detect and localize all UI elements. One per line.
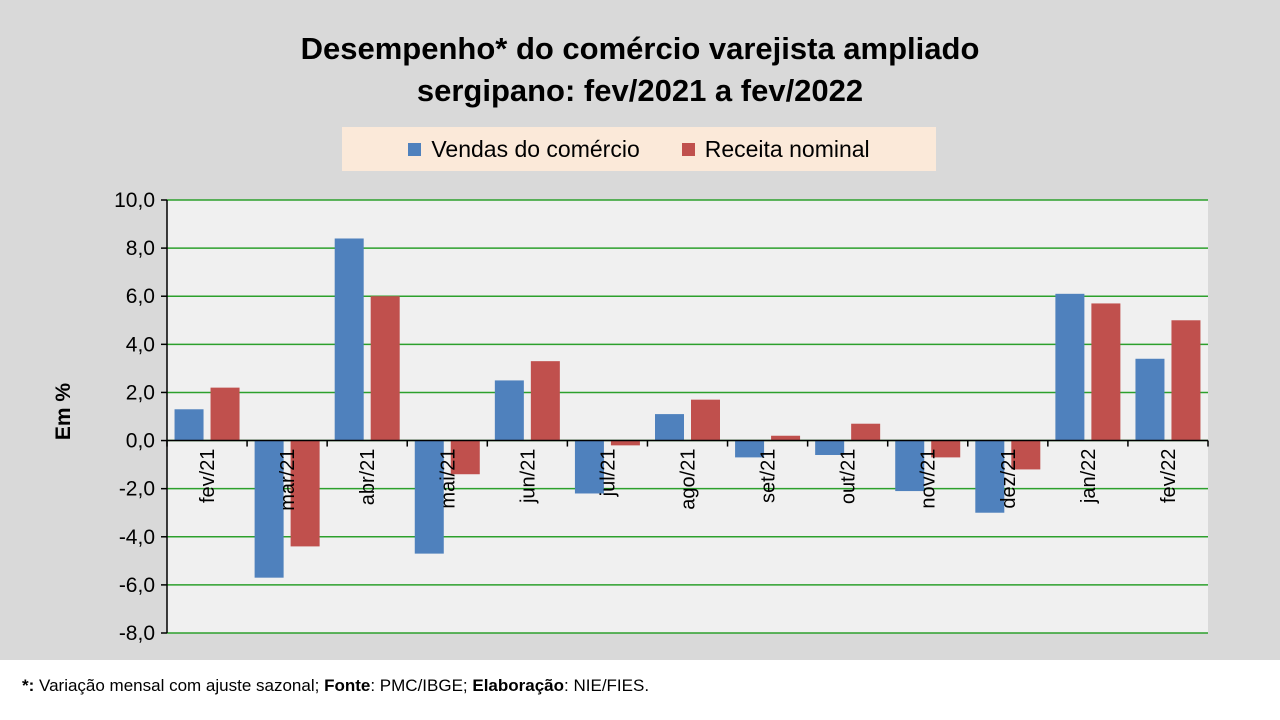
y-tick-label: -2,0 [119, 478, 155, 501]
x-tick-label: jan/22 [1078, 449, 1100, 505]
chart-title: Desempenho* do comércio varejista amplia… [0, 28, 1280, 112]
y-tick-label: 6,0 [126, 285, 155, 308]
x-tick-label: dez/21 [998, 449, 1020, 509]
x-tick-label: nov/21 [918, 449, 940, 509]
bar-receita-out-21 [851, 423, 881, 441]
bar-vendas-nov-21 [895, 440, 925, 492]
bar-receita-jun-21 [530, 361, 560, 441]
x-tick-label: jul/21 [597, 449, 619, 498]
bar-receita-jan-22 [1091, 303, 1121, 441]
x-tick-label: mai/21 [437, 449, 459, 509]
bar-vendas-dez-21 [975, 440, 1005, 513]
legend-item-vendas: Vendas do comércio [408, 135, 640, 163]
bar-vendas-abr-21 [334, 238, 364, 441]
chart-title-line1: Desempenho* do comércio varejista amplia… [300, 31, 980, 66]
legend-item-receita: Receita nominal [681, 135, 870, 163]
y-tick-label: -8,0 [119, 622, 155, 645]
chart-title-line2: sergipano: fev/2021 a fev/2022 [416, 73, 864, 108]
plot-area [167, 200, 1208, 633]
x-tick-label: jun/21 [517, 449, 539, 505]
bar-vendas-mar-21 [254, 440, 284, 578]
footnote: *: Variação mensal com ajuste sazonal; F… [22, 676, 649, 696]
x-tick-label: fev/22 [1158, 449, 1180, 503]
chart-legend: Vendas do comércio Receita nominal [342, 127, 936, 171]
bar-vendas-jan-22 [1055, 293, 1085, 441]
bar-vendas-out-21 [815, 440, 845, 455]
x-tick-label: set/21 [758, 449, 780, 503]
bar-chart: 10,0 8,0 6,0 4,0 2,0 0,0 -2,0 -4,0 -6,0 -8,0 Em % f… [52, 189, 1209, 645]
bar-vendas-mai-21 [414, 440, 444, 554]
bar-receita-ago-21 [691, 399, 720, 441]
y-tick-label: 0,0 [126, 430, 155, 453]
bar-receita-abr-21 [370, 296, 400, 441]
x-tick-label: mar/21 [277, 449, 299, 511]
footnote-fonte: Fonte [324, 676, 371, 695]
x-tick-label: ago/21 [678, 449, 700, 510]
footnote-elaboracao: Elaboração [472, 676, 565, 695]
bar-receita-nov-21 [931, 440, 961, 458]
footnote-text3: : NIE/FIES. [564, 676, 650, 695]
bar-vendas-ago-21 [655, 414, 684, 441]
footer: *: Variação mensal com ajuste sazonal; F… [0, 660, 1280, 720]
footnote-star: *: [22, 676, 35, 695]
x-tick-label: fev/21 [197, 449, 219, 503]
y-axis-label: Em % [52, 383, 75, 441]
y-tick-label: 4,0 [126, 333, 155, 356]
x-tick-label: out/21 [838, 449, 860, 505]
bar-vendas-fev-22 [1135, 358, 1165, 441]
bar-receita-mar-21 [290, 440, 320, 547]
y-tick-label: -6,0 [119, 574, 155, 597]
legend-label-receita: Receita nominal [704, 135, 870, 162]
bar-receita-dez-21 [1011, 440, 1041, 470]
y-tick-label: 8,0 [126, 237, 155, 260]
y-tick-label: 2,0 [126, 381, 155, 404]
footnote-text2: : PMC/IBGE; [370, 676, 473, 695]
x-tick-label: abr/21 [357, 449, 379, 506]
y-tick-label: 10,0 [114, 189, 155, 212]
bar-receita-fev-22 [1171, 320, 1201, 441]
legend-swatch-vendas [408, 142, 422, 156]
bar-vendas-set-21 [735, 440, 765, 458]
bar-vendas-jul-21 [574, 440, 604, 494]
bar-vendas-jun-21 [494, 380, 524, 441]
bar-vendas-fev-21 [174, 409, 204, 441]
bar-receita-jul-21 [610, 440, 640, 446]
legend-label-vendas: Vendas do comércio [431, 135, 640, 162]
bar-receita-fev-21 [210, 387, 240, 441]
y-tick-label: -4,0 [119, 526, 155, 549]
bar-receita-set-21 [771, 435, 801, 441]
bar-receita-mai-21 [450, 440, 480, 475]
legend-swatch-receita [681, 142, 695, 156]
footnote-text1: Variação mensal com ajuste sazonal; [34, 676, 325, 695]
